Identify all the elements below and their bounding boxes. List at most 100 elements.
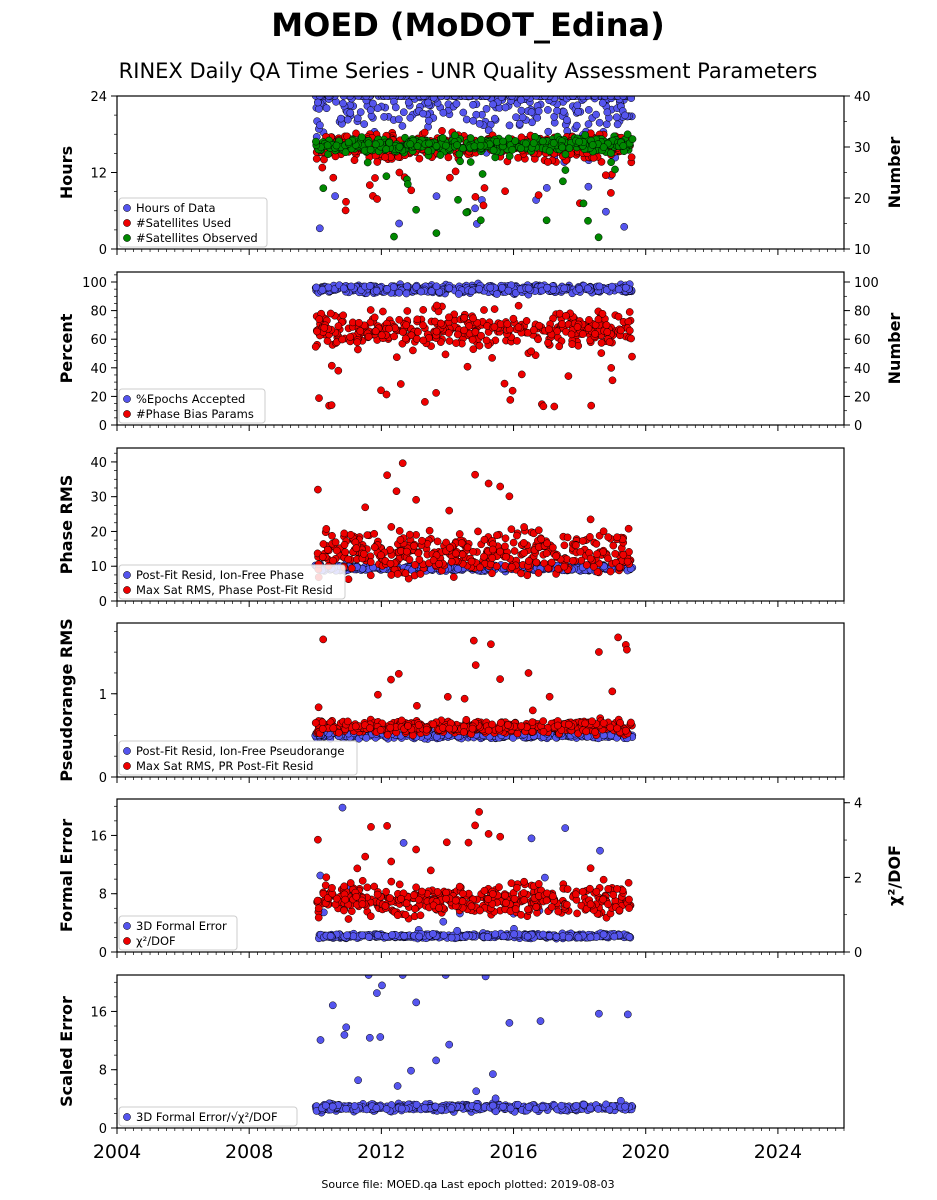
data-point <box>318 725 327 733</box>
y-tick-label: 0 <box>99 771 107 786</box>
data-point <box>439 134 447 142</box>
data-point <box>387 523 396 531</box>
data-point <box>562 311 570 320</box>
data-point <box>439 108 448 117</box>
data-point <box>372 286 381 295</box>
data-point <box>619 550 628 559</box>
data-point <box>314 703 323 712</box>
data-point <box>464 838 473 847</box>
data-point <box>417 287 425 296</box>
data-point <box>370 543 379 552</box>
data-point <box>402 547 411 556</box>
data-point <box>539 402 548 411</box>
series-1 <box>315 803 635 943</box>
data-point <box>341 206 350 215</box>
data-point <box>488 720 496 729</box>
data-point <box>598 309 607 318</box>
data-point <box>383 285 392 293</box>
data-point <box>358 876 367 885</box>
data-point <box>346 333 355 341</box>
data-point <box>555 342 564 351</box>
data-point <box>488 545 497 554</box>
data-point <box>381 153 389 162</box>
data-point <box>625 933 634 941</box>
data-point <box>503 320 512 328</box>
data-point <box>466 134 475 142</box>
data-point <box>366 724 374 733</box>
data-point <box>395 142 404 151</box>
data-point <box>401 334 410 343</box>
data-point <box>575 137 583 146</box>
data-point <box>510 930 518 939</box>
legend-marker <box>123 410 131 418</box>
data-point <box>544 127 553 136</box>
data-point <box>457 539 466 547</box>
data-point <box>605 338 614 346</box>
data-point <box>522 139 530 148</box>
data-point <box>540 559 549 568</box>
data-point <box>344 915 353 923</box>
data-point <box>344 138 353 147</box>
data-point <box>621 726 630 735</box>
data-point <box>506 396 515 404</box>
data-point <box>469 547 477 556</box>
data-point <box>419 336 428 345</box>
data-point <box>532 558 541 567</box>
data-point <box>519 539 528 547</box>
data-point <box>591 330 599 338</box>
data-point <box>541 873 549 882</box>
data-point <box>573 323 582 331</box>
data-point <box>542 549 551 558</box>
data-point <box>438 723 447 732</box>
data-point <box>552 552 560 560</box>
data-point <box>469 636 478 645</box>
data-point <box>501 542 509 551</box>
data-point <box>432 301 441 310</box>
data-point <box>520 548 529 557</box>
data-point <box>399 108 408 117</box>
data-point <box>510 547 519 555</box>
data-point <box>602 321 611 329</box>
data-point <box>604 533 613 541</box>
data-point <box>341 548 350 556</box>
data-point <box>460 326 468 335</box>
data-point <box>486 283 495 292</box>
data-point <box>616 326 625 335</box>
legend-marker <box>123 586 131 594</box>
data-point <box>413 142 422 150</box>
data-point <box>624 524 633 533</box>
data-point <box>340 529 349 538</box>
data-point <box>496 547 504 556</box>
legend-label: #Satellites Used <box>136 216 231 230</box>
y2-axis-label: Number <box>885 313 904 385</box>
data-point <box>366 558 375 566</box>
data-point <box>469 100 477 109</box>
data-point <box>502 552 510 561</box>
data-point <box>515 119 524 128</box>
data-point <box>610 932 619 941</box>
data-point <box>432 327 441 336</box>
data-point <box>383 822 391 830</box>
y2-tick-label: 80 <box>854 305 871 320</box>
data-point <box>535 321 544 330</box>
data-point <box>601 171 610 180</box>
data-point <box>458 550 467 559</box>
y-axis-label: Hours <box>57 146 76 199</box>
y-tick-label: 10 <box>90 560 107 575</box>
data-point <box>517 910 525 919</box>
data-point <box>445 313 453 322</box>
data-point <box>314 98 322 107</box>
data-point <box>499 137 507 146</box>
y2-axis-label: Number <box>885 137 904 209</box>
y2-tick-label: 20 <box>854 390 871 405</box>
data-point <box>559 177 567 186</box>
y-tick-label: 1 <box>99 688 107 703</box>
data-point <box>501 187 509 196</box>
data-point <box>401 569 410 578</box>
data-point <box>471 821 479 830</box>
data-point <box>496 718 505 727</box>
y-tick-label: 24 <box>90 90 107 105</box>
data-point <box>469 345 478 354</box>
data-point <box>344 575 353 584</box>
data-point <box>581 131 590 139</box>
